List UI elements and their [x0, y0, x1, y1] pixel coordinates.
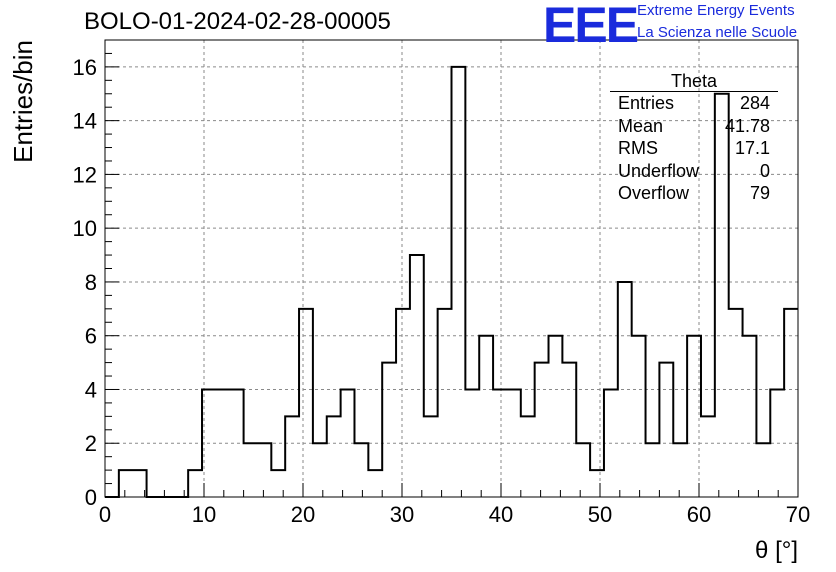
y-axis-label: Entries/bin [8, 40, 38, 163]
stats-row-rms: RMS 17.1 [610, 137, 778, 160]
y-tick-label: 16 [73, 55, 97, 80]
axes: 0 10 20 30 40 50 60 70 0 2 4 6 8 10 12 14 16 θ [°] Entries… [8, 39, 810, 564]
stats-label: RMS [618, 138, 658, 158]
x-tick-label: 60 [687, 502, 711, 527]
stats-box: Theta Entries 284 Mean 41.78 RMS 17.1 Un… [610, 71, 778, 205]
stats-title: Theta [610, 71, 778, 92]
stats-value: 79 [749, 183, 770, 203]
stats-row-entries: Entries 284 [610, 92, 778, 115]
stats-row-mean: Mean 41.78 [610, 115, 778, 138]
x-tick-label: 20 [291, 502, 315, 527]
x-tick-label: 70 [786, 502, 810, 527]
stats-label: Underflow [618, 160, 700, 181]
stats-label: Overflow [618, 183, 690, 203]
stats-row-underflow: Underflow 0 [610, 160, 778, 183]
y-tick-label: 2 [85, 431, 97, 456]
x-axis-label: θ [°] [755, 537, 798, 564]
logo-line-1: Extreme Energy Events [637, 2, 795, 19]
y-tick-label: 14 [73, 109, 97, 134]
y-tick-label: 8 [85, 270, 97, 295]
stats-row-overflow: Overflow 79 [610, 182, 778, 205]
histogram-line [105, 65, 798, 498]
plot-title: BOLO-01-2024-02-28-00005 [84, 8, 391, 35]
y-tick-label: 0 [85, 485, 97, 510]
y-tick-label: 6 [85, 324, 97, 349]
stats-value: 0 [759, 160, 770, 181]
histogram-series [105, 65, 798, 498]
x-tick-label: 40 [489, 502, 513, 527]
eee-logo: EEE [543, 0, 639, 53]
y-tick-label: 4 [85, 377, 97, 402]
stats-label: Entries [618, 93, 675, 113]
stats-value: 17.1 [734, 138, 770, 158]
y-tick-label: 12 [73, 162, 97, 187]
logo-line-2: La Scienza nelle Scuole [637, 24, 798, 41]
stats-value: 284 [739, 93, 770, 113]
x-tick-label: 0 [99, 502, 111, 527]
stats-label: Mean [618, 115, 664, 136]
y-tick-label: 10 [73, 216, 97, 241]
x-tick-label: 30 [390, 502, 414, 527]
stats-value: 41.78 [724, 115, 770, 136]
x-tick-label: 10 [192, 502, 216, 527]
x-tick-label: 50 [588, 502, 612, 527]
